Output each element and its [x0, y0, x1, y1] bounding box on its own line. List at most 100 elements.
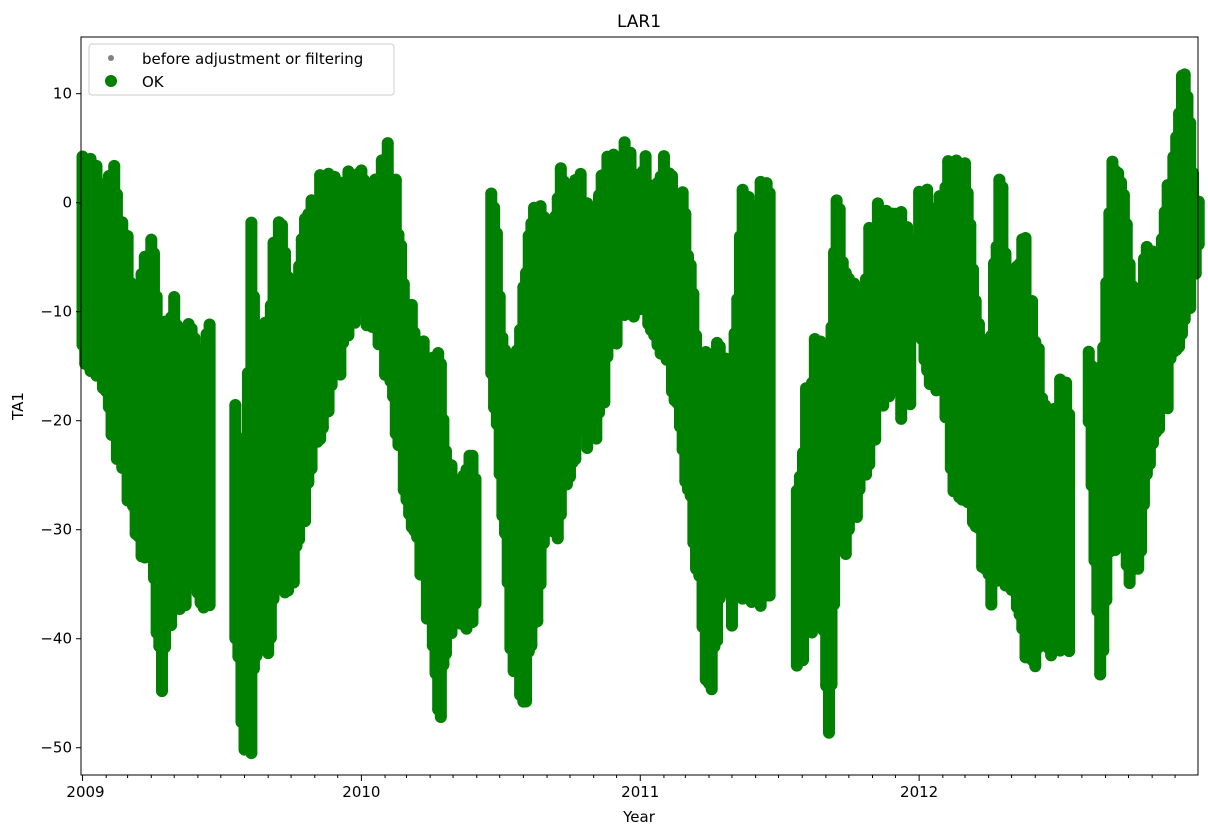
data-point [525, 639, 538, 652]
data-point [1192, 238, 1205, 251]
x-axis: 2009 2010 2011 2012 [66, 775, 1176, 801]
data-point [839, 548, 852, 561]
data-point [1094, 668, 1107, 681]
legend-marker-before-adjustment [108, 55, 114, 61]
x-tick-label: 2011 [621, 783, 659, 801]
y-tick-label: −50 [40, 739, 72, 757]
data-point [466, 616, 479, 629]
data-point [797, 654, 810, 667]
data-point [159, 641, 172, 654]
y-axis-label: TA1 [9, 392, 27, 421]
data-point [267, 592, 280, 605]
data-point [434, 710, 447, 723]
data-point [534, 578, 547, 591]
data-point [437, 658, 450, 671]
data-point [618, 309, 631, 322]
y-tick-label: −40 [40, 630, 72, 648]
data-point [1175, 327, 1188, 340]
data-point [805, 626, 818, 639]
data-point [445, 627, 458, 640]
data-point [842, 523, 855, 536]
data-point [1137, 498, 1150, 511]
data-point [334, 368, 347, 381]
data-point [1184, 302, 1197, 315]
x-axis-label: Year [622, 808, 656, 826]
data-point [1045, 649, 1058, 662]
data-point [1161, 402, 1174, 415]
data-point [1029, 660, 1042, 673]
data-point [302, 476, 315, 489]
data-point [895, 412, 908, 425]
data-point [325, 379, 338, 392]
data-point [1097, 644, 1110, 657]
data-point [348, 316, 361, 329]
x-tick-label: 2009 [66, 783, 104, 801]
data-point [763, 589, 776, 602]
data-point [1132, 562, 1145, 575]
data-point [705, 683, 718, 696]
data-point [1189, 267, 1202, 280]
data-point [203, 599, 216, 612]
data-point [439, 647, 452, 660]
data-point [165, 619, 178, 632]
data-point [469, 597, 482, 610]
data-point [713, 592, 726, 605]
data-point [593, 406, 606, 419]
data-point [581, 441, 594, 454]
data-point [1178, 313, 1191, 326]
data-point [1173, 340, 1186, 353]
data-point [314, 433, 327, 446]
data-point [725, 619, 738, 632]
data-point [610, 337, 623, 350]
data-point [155, 685, 168, 698]
y-axis: 10 0 −10 −20 −30 −40 −50 [40, 85, 81, 757]
data-point [563, 470, 576, 483]
data-point [883, 390, 896, 403]
data-point [520, 695, 533, 708]
data-point [904, 398, 917, 411]
data-point [1153, 422, 1166, 435]
data-point [853, 483, 866, 496]
data-point [754, 599, 767, 612]
data-point [869, 433, 882, 446]
data-point [305, 462, 318, 475]
data-point [863, 458, 876, 471]
legend: before adjustment or filtering OK [88, 43, 395, 96]
data-point [860, 468, 873, 481]
data-point [293, 533, 306, 546]
data-point [1123, 577, 1136, 590]
data-point [825, 678, 838, 691]
data-point [1032, 641, 1045, 654]
data-point [250, 649, 263, 662]
data-point [1146, 437, 1159, 450]
data-point [598, 396, 611, 409]
y-tick-label: −20 [40, 412, 72, 430]
data-point [985, 598, 998, 611]
data-point [569, 453, 582, 466]
data-point [1063, 645, 1076, 658]
x-tick-label: 2012 [900, 783, 938, 801]
data-point [287, 576, 300, 589]
data-point [877, 399, 890, 412]
data-point [1140, 468, 1153, 481]
x-tick-label: 2010 [342, 783, 380, 801]
data-point [1143, 458, 1156, 471]
data-point [537, 537, 550, 550]
data-point [1100, 594, 1113, 607]
data-point [828, 598, 841, 611]
data-point [850, 511, 863, 524]
data-point [316, 422, 329, 435]
y-tick-label: 0 [62, 194, 72, 212]
data-point [551, 532, 564, 545]
data-point [601, 350, 614, 363]
data-point [299, 515, 312, 528]
data-point [322, 405, 335, 418]
y-tick-label: 10 [53, 85, 72, 103]
chart-title: LAR1 [617, 12, 661, 32]
legend-frame [88, 43, 395, 96]
data-points [76, 68, 1205, 760]
data-point [531, 615, 544, 628]
data-point [711, 634, 724, 647]
data-point [342, 329, 355, 342]
